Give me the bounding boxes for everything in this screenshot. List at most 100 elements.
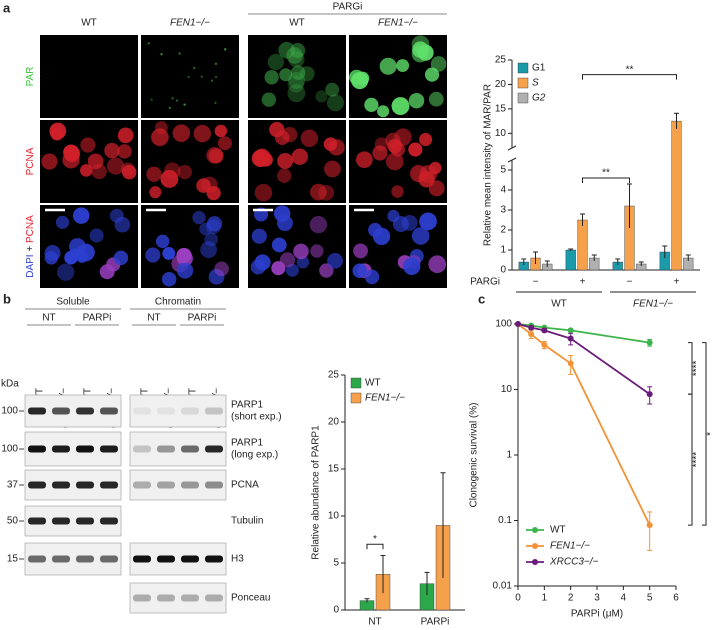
- size-marker: 100: [1, 444, 18, 455]
- fraction-label: Soluble: [56, 297, 90, 308]
- nucleus: [319, 263, 334, 278]
- y-tick-label: 0: [500, 265, 506, 276]
- nucleus: [277, 153, 294, 169]
- nucleus: [296, 255, 310, 269]
- nucleus: [391, 185, 404, 198]
- nucleus: [199, 222, 212, 236]
- nucleus: [50, 127, 64, 141]
- blot-band: [52, 517, 70, 525]
- row-label: DAPI + PCNA: [25, 215, 36, 278]
- condition-label: NT: [42, 313, 55, 324]
- nucleus: [271, 237, 287, 253]
- nucleus: [104, 142, 120, 159]
- nucleus: [349, 69, 365, 85]
- nucleus: [267, 53, 285, 71]
- blot-band: [157, 594, 175, 602]
- nucleus: [206, 185, 221, 201]
- nucleus: [172, 124, 191, 142]
- x-tick-label: 1: [542, 593, 548, 604]
- legend-marker: [532, 559, 538, 565]
- nucleus: [430, 56, 447, 72]
- nucleus: [364, 97, 379, 112]
- blot-box: [129, 582, 227, 614]
- y-tick-label: 25: [328, 370, 340, 381]
- row-label-part: +: [25, 246, 36, 252]
- nucleus: [146, 166, 162, 182]
- y-tick-label: 0.01: [493, 581, 513, 592]
- blot-band: [52, 555, 70, 563]
- nucleus: [258, 152, 273, 167]
- nucleus: [392, 216, 409, 232]
- x-tick-label: 3: [594, 593, 600, 604]
- nucleus: [428, 255, 447, 274]
- data-point: [646, 391, 653, 398]
- blot-band: [133, 445, 151, 453]
- nucleus: [424, 67, 440, 82]
- nucleus: [214, 62, 218, 66]
- y-tick-label: 0.1: [498, 515, 512, 526]
- nucleus: [72, 207, 90, 224]
- y-tick-label: 20: [328, 417, 340, 428]
- nucleus: [162, 246, 176, 260]
- data-point: [567, 360, 574, 367]
- legend-label: G2: [532, 93, 546, 104]
- panel-letter: a: [3, 0, 11, 15]
- nucleus: [89, 228, 104, 243]
- nucleus: [217, 136, 232, 151]
- blot-row-label: (short exp.): [231, 412, 282, 423]
- nucleus: [309, 215, 328, 234]
- nucleus: [391, 97, 410, 115]
- significance-bracket: [688, 393, 693, 526]
- nucleus: [300, 129, 319, 147]
- data-point: [515, 321, 521, 327]
- x-tick-label: 5: [647, 593, 653, 604]
- nucleus: [411, 227, 430, 245]
- significance-label: ****: [692, 360, 703, 376]
- blot-band: [157, 555, 175, 563]
- y-tick-label: 0: [333, 605, 339, 616]
- data-point: [528, 324, 535, 331]
- nucleus: [372, 227, 391, 245]
- nucleus: [310, 244, 324, 258]
- nucleus: [155, 121, 168, 134]
- size-marker: 100: [1, 406, 18, 417]
- blot-band: [76, 407, 94, 415]
- condition-label: PARPi: [83, 313, 112, 324]
- blot-band: [157, 407, 175, 415]
- blot-band: [100, 445, 118, 453]
- nucleus: [210, 79, 214, 82]
- blot-box: [129, 469, 227, 501]
- column-header: FEN1−/−: [378, 18, 418, 29]
- data-point: [567, 335, 574, 342]
- nucleus: [278, 41, 296, 59]
- nucleus: [183, 103, 186, 106]
- row-label: PCNA: [25, 147, 36, 175]
- nucleus: [419, 212, 437, 231]
- data-point: [528, 331, 535, 338]
- nucleus: [251, 228, 267, 244]
- nucleus: [326, 94, 345, 112]
- blot-band: [205, 594, 223, 602]
- nucleus: [214, 101, 217, 104]
- fraction-label: Chromatin: [155, 297, 201, 308]
- nucleus: [279, 68, 293, 82]
- nucleus: [288, 51, 305, 68]
- nucleus: [68, 238, 86, 255]
- x-tick-label: 2: [568, 593, 574, 604]
- y-axis-title: Relative mean intensity of MAR/PAR: [483, 84, 494, 246]
- column-header: WT: [289, 18, 305, 29]
- condition-label: PARPi: [188, 313, 217, 324]
- condition-label: NT: [147, 313, 160, 324]
- nucleus: [200, 241, 218, 259]
- blot-band: [157, 445, 175, 453]
- size-marker: 50: [7, 516, 19, 527]
- nucleus: [261, 92, 277, 107]
- nucleus: [293, 243, 309, 260]
- blot-band: [181, 481, 199, 489]
- nucleus: [44, 245, 61, 262]
- blot-band: [100, 517, 118, 525]
- group-label: WT: [551, 299, 567, 310]
- blot-row-label: PCNA: [231, 480, 259, 491]
- y-tick-label: 3: [500, 205, 506, 216]
- legend-marker: [532, 527, 538, 533]
